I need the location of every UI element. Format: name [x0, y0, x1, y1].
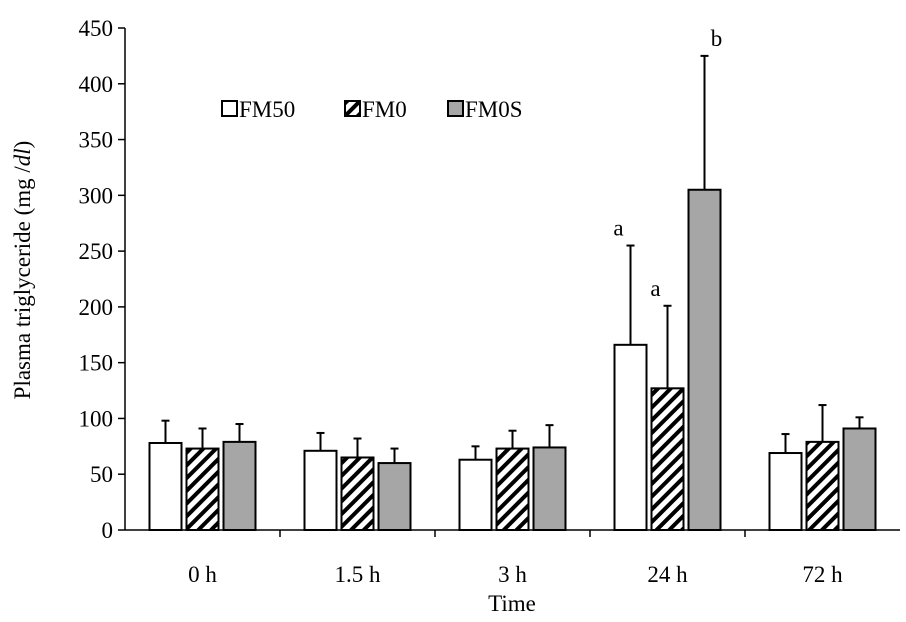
- y-axis-label: Plasma triglyceride (mg /dl): [10, 141, 35, 400]
- legend-label-fm50: FM50: [239, 97, 295, 122]
- svg-text:Plasma triglyceride (mg /dl): Plasma triglyceride (mg /dl): [10, 141, 35, 400]
- bar-fm50: [613, 343, 648, 531]
- bar-fm0: [340, 456, 375, 531]
- y-axis-label-main: Plasma triglyceride (mg /: [10, 166, 35, 400]
- significance-label: a: [650, 276, 660, 301]
- legend-swatch-fm0s: [447, 100, 464, 117]
- bar-fm50: [458, 458, 493, 531]
- y-tick-label: 150: [79, 351, 114, 376]
- y-tick-label: 250: [79, 239, 114, 264]
- x-tick-label: 1.5 h: [335, 562, 382, 587]
- x-tick-label: 0 h: [188, 562, 217, 587]
- bar-fm50: [148, 441, 183, 531]
- x-axis-label: Time: [488, 591, 536, 616]
- bar-fm0s: [532, 446, 567, 531]
- y-tick-label: 0: [102, 518, 114, 543]
- y-axis-label-close: ): [10, 141, 35, 149]
- bar-fm0: [650, 387, 685, 531]
- significance-label: b: [711, 26, 723, 51]
- legend-label-fm0: FM0: [362, 97, 407, 122]
- y-tick-label: 400: [79, 72, 114, 97]
- y-tick-label: 300: [79, 183, 114, 208]
- legend-swatch-fm0: [344, 100, 361, 117]
- bar-fm0s: [687, 188, 722, 531]
- bar-fm0s: [842, 427, 877, 531]
- y-tick-label: 200: [79, 295, 114, 320]
- bar-fm0s: [222, 440, 257, 532]
- bar-fm0: [185, 447, 220, 532]
- x-tick-label: 3 h: [498, 562, 527, 587]
- x-tick-label: 72 h: [802, 562, 843, 587]
- bar-fm50: [303, 449, 338, 532]
- legend-label-fm0s: FM0S: [465, 97, 523, 122]
- x-tick-label: 24 h: [647, 562, 688, 587]
- bar-fm0s: [377, 462, 412, 532]
- y-tick-label: 50: [90, 462, 113, 487]
- legend-swatch-fm50: [221, 100, 238, 117]
- significance-label: a: [613, 216, 623, 241]
- y-axis-label-unit: dl: [10, 148, 35, 166]
- y-tick-label: 350: [79, 128, 114, 153]
- y-tick-label: 450: [79, 16, 114, 41]
- bar-fm50: [768, 452, 803, 532]
- bar-fm0: [495, 447, 530, 532]
- y-tick-label: 100: [79, 406, 114, 431]
- bar-fm0: [805, 440, 840, 532]
